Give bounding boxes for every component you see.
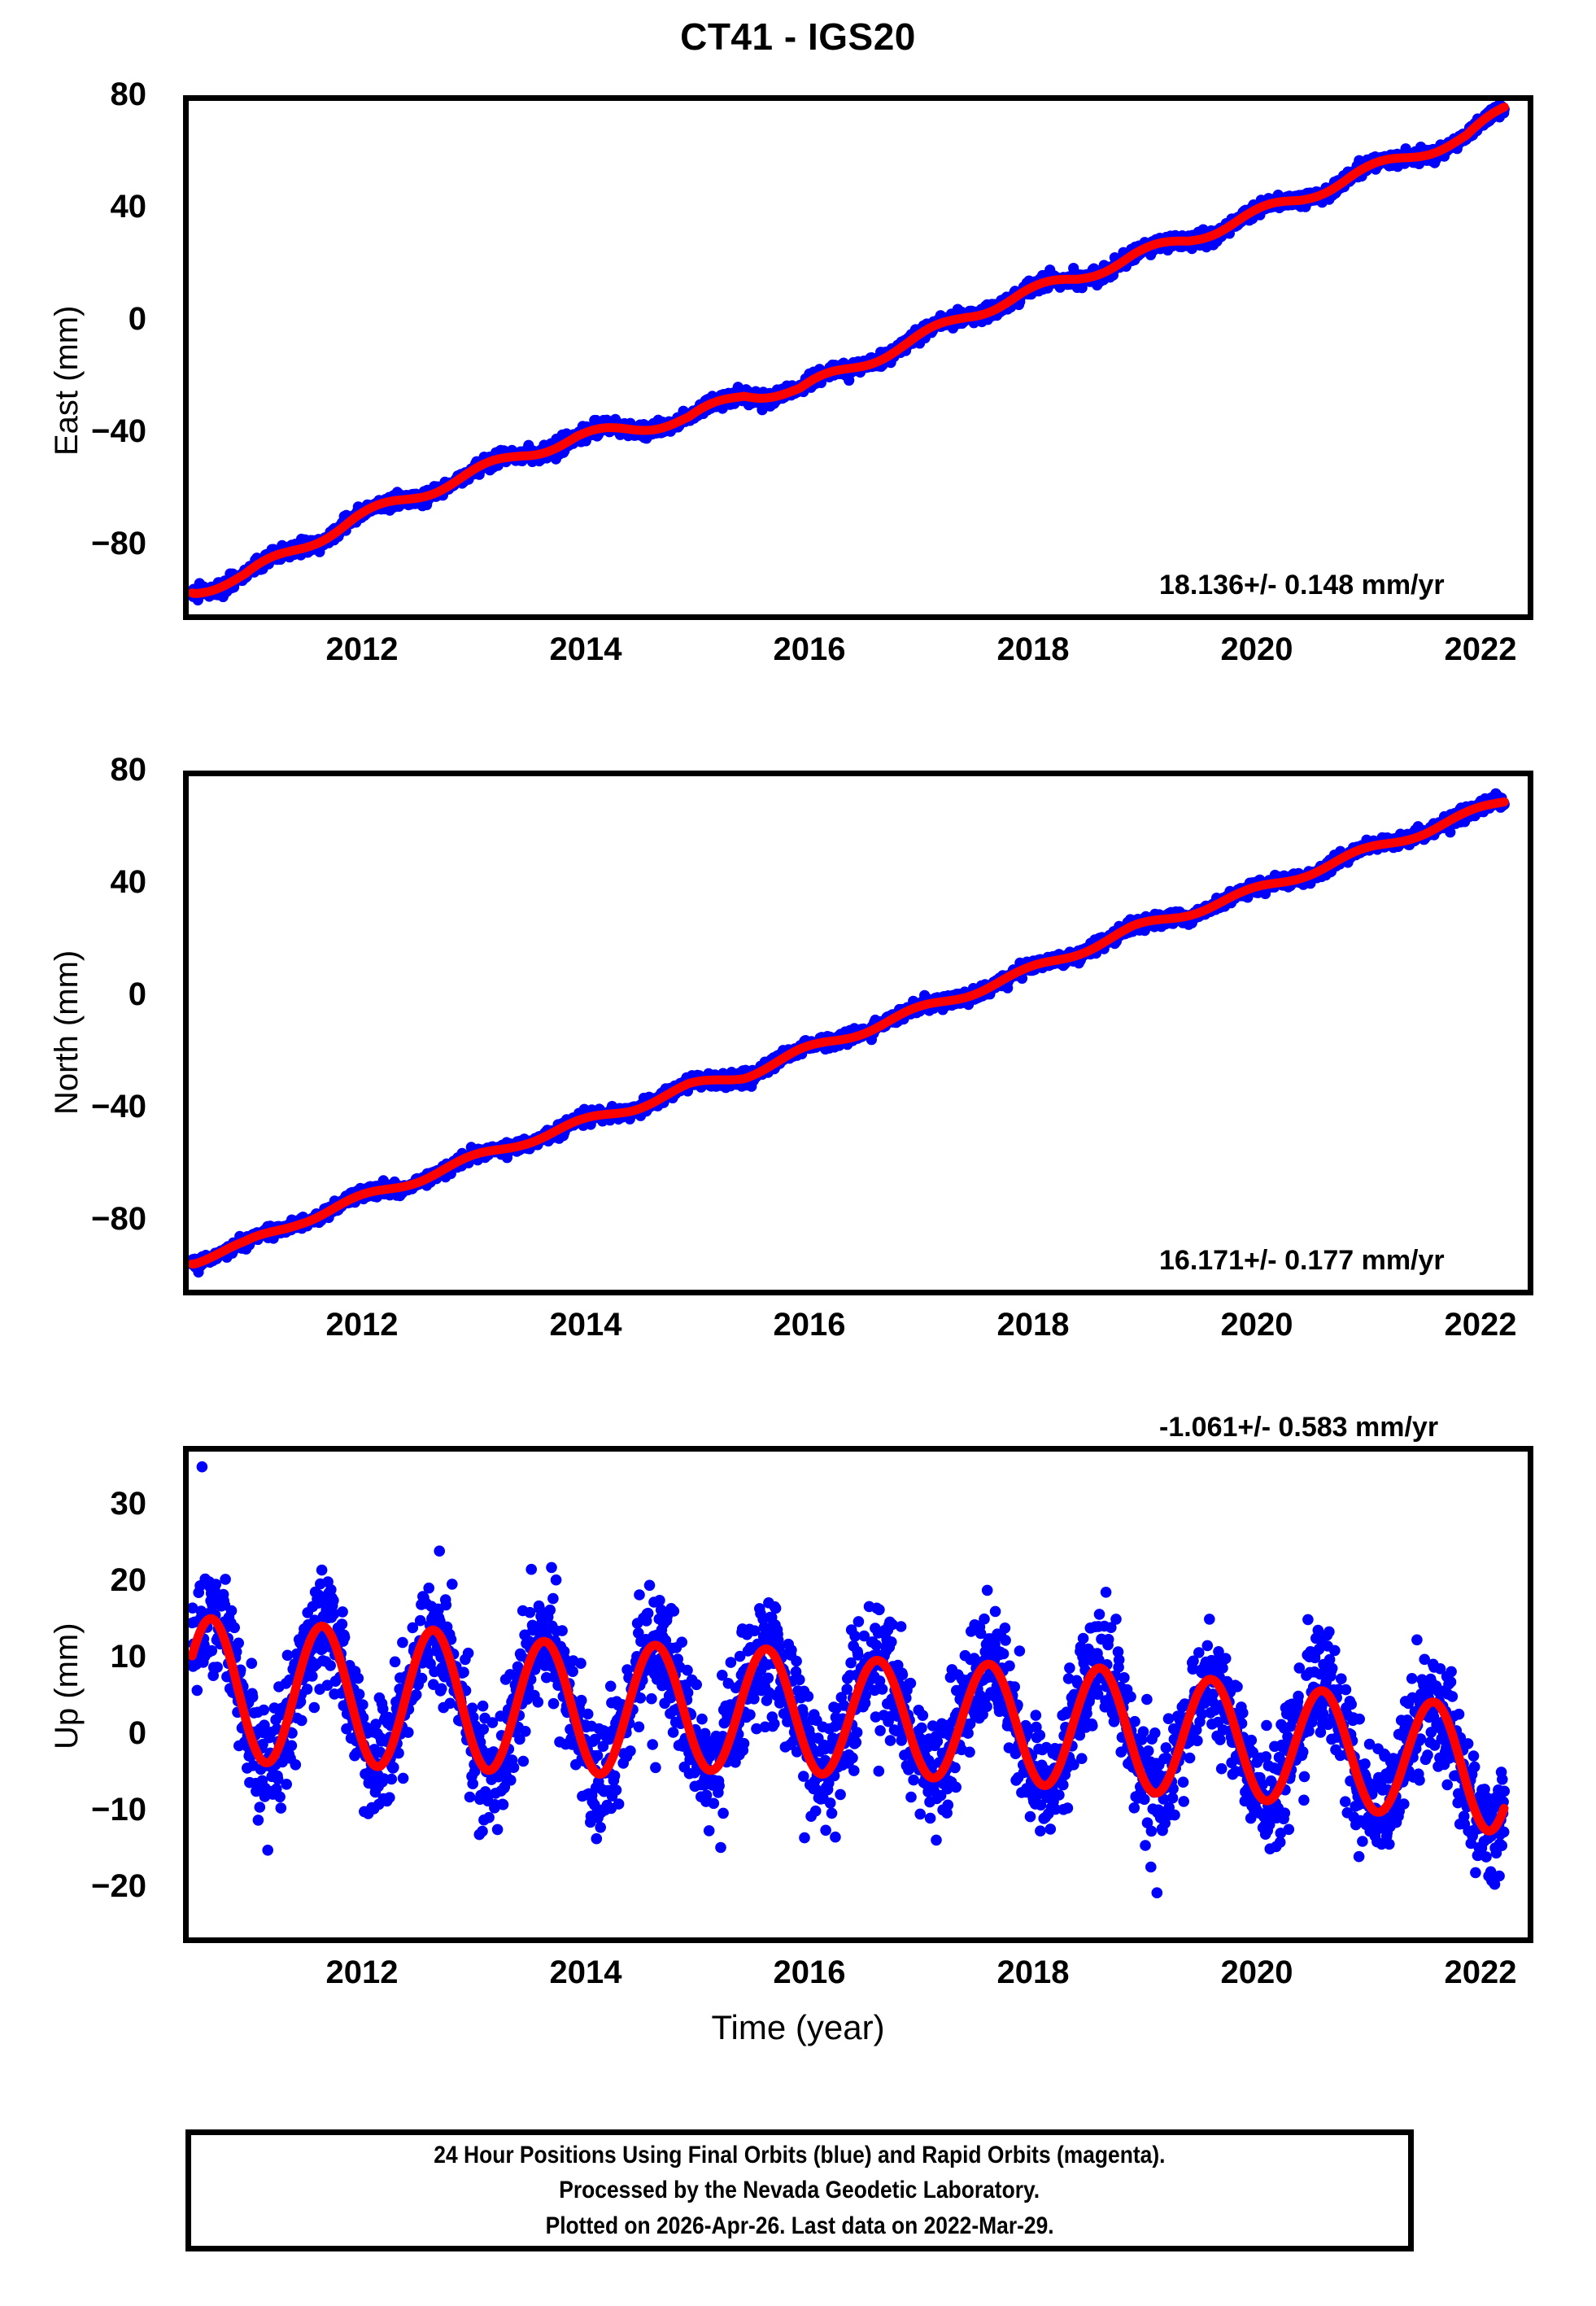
north-plot-svg <box>189 788 1510 1278</box>
east-xtick-2012: 2012 <box>325 631 399 667</box>
up-ytick-0: 0 <box>128 1715 146 1751</box>
east-ytick-40: 40 <box>110 189 147 225</box>
north-tick-marks <box>183 771 1533 1295</box>
up-ytick-10: 10 <box>110 1639 147 1675</box>
north-xtick-2020: 2020 <box>1220 1307 1293 1343</box>
figure-title: CT41 - IGS20 <box>680 15 916 58</box>
east-ytick-80: 80 <box>110 76 147 112</box>
up-xtick-2018: 2018 <box>996 1954 1070 1990</box>
east-ytick-minus80: −80 <box>91 526 146 561</box>
up-ytick-minus20: −20 <box>91 1868 146 1904</box>
north-xtick-2022: 2022 <box>1444 1307 1517 1343</box>
up-xtick-2022: 2022 <box>1444 1954 1517 1990</box>
footer-line-1: 24 Hour Positions Using Final Orbits (bl… <box>434 2141 1166 2168</box>
north-ytick-minus40: −40 <box>91 1089 146 1125</box>
up-xtick-2012: 2012 <box>325 1954 399 1990</box>
up-plot-svg <box>189 1461 1511 1898</box>
up-ytick-20: 20 <box>110 1562 147 1598</box>
north-xtick-2018: 2018 <box>996 1307 1070 1343</box>
up-model-curve <box>189 1614 1509 1836</box>
up-xtick-2020: 2020 <box>1220 1954 1293 1990</box>
up-tick-marks <box>183 1446 1533 1943</box>
north-model-curve <box>189 797 1509 1269</box>
up-xtick-2014: 2014 <box>549 1954 622 1990</box>
east-ytick-0: 0 <box>128 301 146 337</box>
up-xtick-2016: 2016 <box>773 1954 846 1990</box>
up-ytick-minus10: −10 <box>91 1792 146 1828</box>
north-xtick-2014: 2014 <box>549 1307 622 1343</box>
up-rate-annotation: -1.061+/- 0.583 mm/yr <box>1159 1412 1439 1443</box>
north-rate-annotation: 16.171+/- 0.177 mm/yr <box>1159 1245 1445 1276</box>
north-ytick-minus80: −80 <box>91 1201 146 1237</box>
east-tick-marks <box>183 95 1533 620</box>
east-ytick-minus40: −40 <box>91 413 146 449</box>
north-ytick-80: 80 <box>110 752 147 788</box>
footer-line-3: Plotted on 2026-Apr-26. Last data on 202… <box>545 2212 1054 2239</box>
x-axis-title: Time (year) <box>711 2008 885 2046</box>
north-ytick-0: 0 <box>128 976 146 1012</box>
north-plot-area <box>183 771 1533 1295</box>
east-xtick-2014: 2014 <box>549 631 622 667</box>
north-ytick-40: 40 <box>110 864 147 900</box>
footer-box: 24 Hour Positions Using Final Orbits (bl… <box>185 2129 1414 2251</box>
east-xtick-2020: 2020 <box>1220 631 1293 667</box>
north-xtick-2016: 2016 <box>773 1307 846 1343</box>
north-xtick-2012: 2012 <box>325 1307 399 1343</box>
east-plot-svg <box>189 101 1510 606</box>
up-ytick-30: 30 <box>110 1486 147 1522</box>
east-plot-area <box>183 95 1533 620</box>
east-xtick-2018: 2018 <box>996 631 1070 667</box>
east-rate-annotation: 18.136+/- 0.148 mm/yr <box>1159 570 1445 601</box>
up-plot-area <box>183 1446 1533 1943</box>
footer-line-2: Processed by the Nevada Geodetic Laborat… <box>559 2177 1040 2204</box>
east-xtick-2022: 2022 <box>1444 631 1517 667</box>
east-model-curve <box>189 103 1509 598</box>
east-xtick-2016: 2016 <box>773 631 846 667</box>
